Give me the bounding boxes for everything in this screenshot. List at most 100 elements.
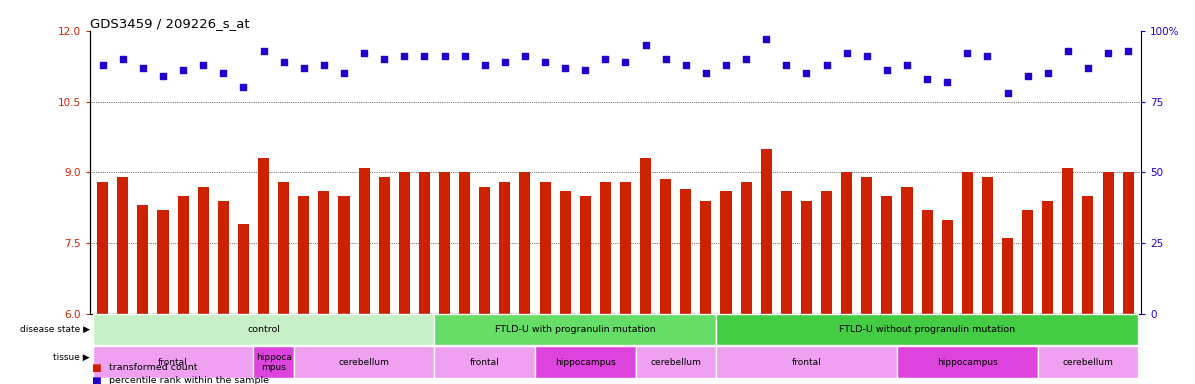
Point — [1119, 48, 1138, 54]
Point — [535, 59, 554, 65]
Point — [1059, 48, 1078, 54]
Text: cerebellum: cerebellum — [650, 358, 701, 367]
Text: transformed count: transformed count — [109, 363, 197, 372]
Bar — [1042, 201, 1053, 314]
Bar — [897, 346, 1037, 378]
Point — [877, 67, 896, 73]
Point — [836, 50, 856, 56]
Bar — [97, 182, 109, 314]
Point — [636, 42, 655, 48]
Point — [375, 56, 394, 62]
Bar — [435, 346, 535, 378]
Bar — [580, 196, 590, 314]
Point — [455, 53, 474, 59]
Bar — [636, 346, 716, 378]
Point — [817, 62, 836, 68]
Text: disease state ▶: disease state ▶ — [19, 325, 90, 334]
Point — [797, 70, 816, 76]
Bar — [716, 346, 897, 378]
Bar — [901, 187, 913, 314]
Text: hippoca
mpus: hippoca mpus — [256, 353, 292, 372]
Point — [435, 53, 454, 59]
Point — [857, 53, 876, 59]
Bar — [1122, 172, 1134, 314]
Point — [615, 59, 635, 65]
Bar — [535, 346, 636, 378]
Point — [556, 65, 575, 71]
Bar — [178, 196, 189, 314]
Text: frontal: frontal — [791, 358, 821, 367]
Point — [114, 56, 133, 62]
Point — [596, 56, 615, 62]
Bar — [1103, 172, 1114, 314]
Point — [255, 48, 274, 54]
Bar — [600, 182, 611, 314]
Bar — [439, 172, 451, 314]
Bar — [358, 168, 369, 314]
Bar — [379, 177, 390, 314]
Bar — [721, 191, 731, 314]
Bar — [459, 172, 470, 314]
Bar — [741, 182, 752, 314]
Point — [777, 62, 796, 68]
Bar — [716, 314, 1138, 345]
Point — [918, 76, 937, 82]
Point — [394, 53, 413, 59]
Bar — [435, 314, 716, 345]
Bar — [660, 179, 672, 314]
Bar — [1037, 346, 1138, 378]
Bar — [801, 201, 811, 314]
Bar — [338, 196, 349, 314]
Bar — [841, 172, 852, 314]
Bar — [821, 191, 832, 314]
Point — [1098, 50, 1117, 56]
Point — [897, 62, 917, 68]
Bar — [620, 182, 631, 314]
Bar — [258, 158, 269, 314]
Point — [214, 70, 233, 76]
Point — [676, 62, 695, 68]
Bar — [962, 172, 973, 314]
Text: FTLD-U with progranulin mutation: FTLD-U with progranulin mutation — [495, 325, 656, 334]
Bar — [294, 346, 435, 378]
Point — [717, 62, 736, 68]
Text: cerebellum: cerebellum — [1062, 358, 1114, 367]
Point — [355, 50, 374, 56]
Text: frontal: frontal — [470, 358, 500, 367]
Bar — [539, 182, 551, 314]
Bar — [217, 201, 229, 314]
Point — [495, 59, 514, 65]
Point — [998, 90, 1017, 96]
Bar — [419, 172, 430, 314]
Point — [978, 53, 997, 59]
Point — [476, 62, 495, 68]
Point — [314, 62, 333, 68]
Bar — [318, 191, 330, 314]
Text: frontal: frontal — [158, 358, 188, 367]
Text: tissue ▶: tissue ▶ — [53, 353, 90, 362]
Text: GDS3459 / 209226_s_at: GDS3459 / 209226_s_at — [90, 17, 250, 30]
Bar — [253, 346, 294, 378]
Bar — [238, 224, 249, 314]
Point — [656, 56, 675, 62]
Bar — [921, 210, 932, 314]
Bar — [761, 149, 772, 314]
Bar — [197, 187, 209, 314]
Bar — [680, 189, 692, 314]
Text: ■: ■ — [91, 363, 100, 373]
Bar — [93, 314, 435, 345]
Point — [234, 84, 253, 91]
Bar — [299, 196, 310, 314]
Point — [274, 59, 293, 65]
Bar — [93, 346, 253, 378]
Bar — [1001, 238, 1013, 314]
Text: percentile rank within the sample: percentile rank within the sample — [109, 376, 269, 384]
Bar — [137, 205, 148, 314]
Bar — [942, 220, 952, 314]
Bar — [278, 182, 289, 314]
Point — [294, 65, 313, 71]
Point — [173, 67, 192, 73]
Point — [957, 50, 976, 56]
Text: cerebellum: cerebellum — [338, 358, 390, 367]
Bar — [780, 191, 792, 314]
